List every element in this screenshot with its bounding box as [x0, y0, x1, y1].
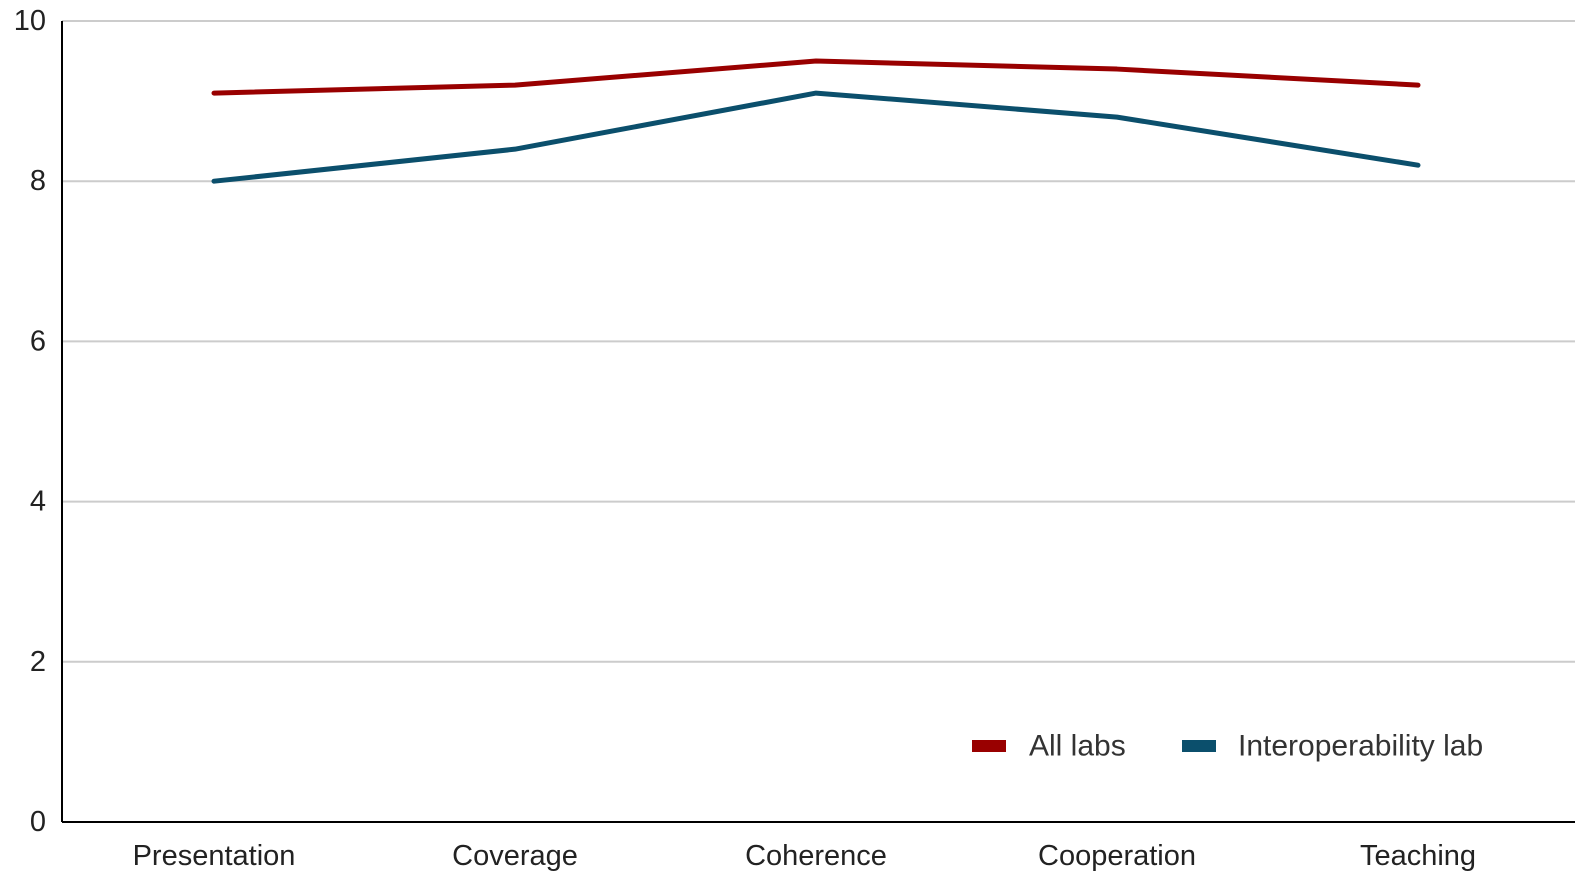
y-tick-labels: 0 2 4 6 8 10	[14, 5, 46, 838]
grid-lines	[62, 20, 1575, 663]
y-tick-label: 0	[30, 806, 46, 838]
legend-swatch	[1182, 740, 1216, 752]
x-tick-label: Coherence	[745, 840, 887, 872]
y-tick-label: 10	[14, 5, 46, 37]
y-tick-label: 6	[30, 325, 46, 357]
y-tick-label: 8	[30, 165, 46, 197]
x-tick-label: Presentation	[133, 840, 296, 872]
x-tick-label: Teaching	[1360, 840, 1476, 872]
y-tick-label: 4	[30, 486, 46, 518]
x-tick-label: Coverage	[452, 840, 578, 872]
legend: All labs Interoperability lab	[972, 730, 1483, 763]
y-tick-label: 2	[30, 646, 46, 678]
series-line-1	[211, 90, 1421, 184]
legend-label: Interoperability lab	[1238, 730, 1483, 763]
axes	[61, 21, 1575, 823]
legend-swatch	[972, 740, 1006, 752]
x-tick-labels: Presentation Coverage Coherence Cooperation…	[133, 840, 1476, 872]
x-tick-label: Cooperation	[1038, 840, 1196, 872]
legend-label: All labs	[1029, 730, 1126, 763]
series-line-0	[211, 58, 1421, 96]
series-lines	[211, 58, 1421, 184]
